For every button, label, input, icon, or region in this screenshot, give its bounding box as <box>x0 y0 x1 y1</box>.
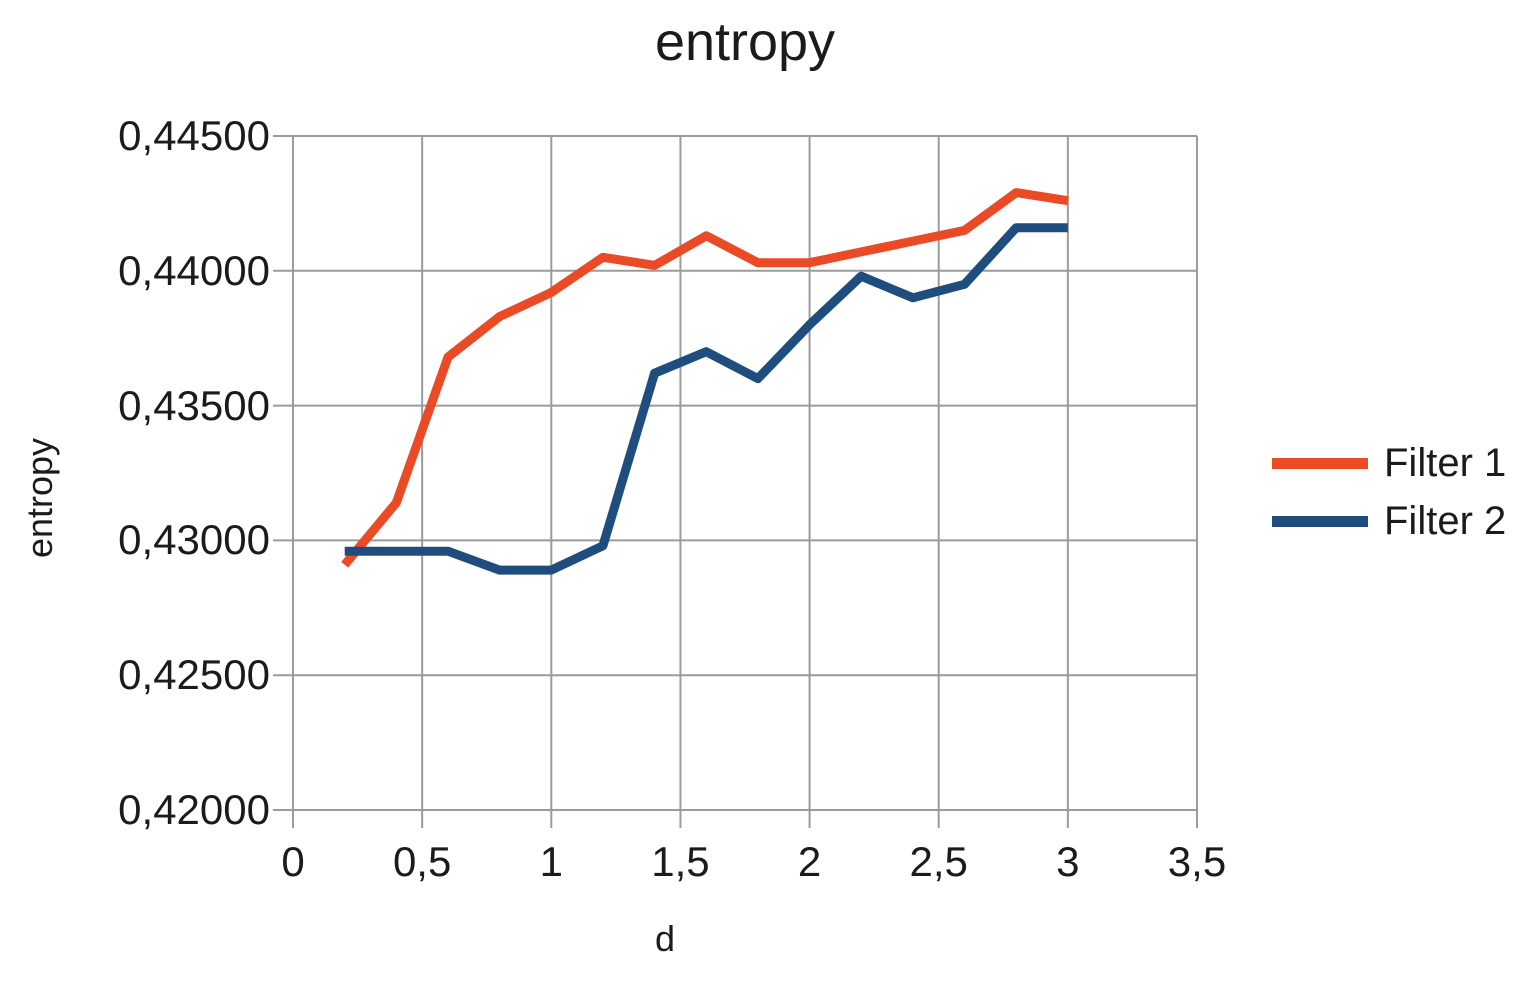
series-line-filter-2 <box>344 223 1068 575</box>
y-tick-label: 0,44000 <box>118 246 270 294</box>
x-tick-label: 3,5 <box>1167 838 1227 885</box>
x-tick-label: 1,5 <box>651 838 710 885</box>
x-tick-label: 2 <box>797 838 822 885</box>
y-tick-label: 0,42000 <box>118 786 270 833</box>
legend: Filter 1 Filter 2 <box>1272 434 1506 550</box>
y-tick-label: 0,43000 <box>118 516 270 564</box>
legend-label-filter-1: Filter 1 <box>1384 440 1507 485</box>
series-line-filter-1 <box>341 188 1069 568</box>
x-tick-label: 1 <box>539 838 563 885</box>
x-tick-label: 3 <box>1056 838 1080 885</box>
legend-swatch-filter-1 <box>1272 457 1368 469</box>
legend-label-filter-2: Filter 2 <box>1384 498 1507 543</box>
y-axis-title: entropy <box>19 437 60 559</box>
x-tick-label: 0 <box>281 838 305 885</box>
y-tick-label: 0,44500 <box>118 112 270 159</box>
y-tick-label: 0,43500 <box>118 381 270 429</box>
x-tick-label: 0,5 <box>392 838 452 885</box>
x-tick-label: 2,5 <box>909 838 968 885</box>
x-axis-title: d <box>654 918 676 959</box>
legend-item-filter-2: Filter 2 <box>1272 492 1506 550</box>
legend-swatch-filter-2 <box>1272 515 1368 527</box>
y-tick-label: 0,42500 <box>118 651 270 699</box>
legend-item-filter-1: Filter 1 <box>1272 434 1506 492</box>
chart-title: entropy <box>654 12 836 72</box>
